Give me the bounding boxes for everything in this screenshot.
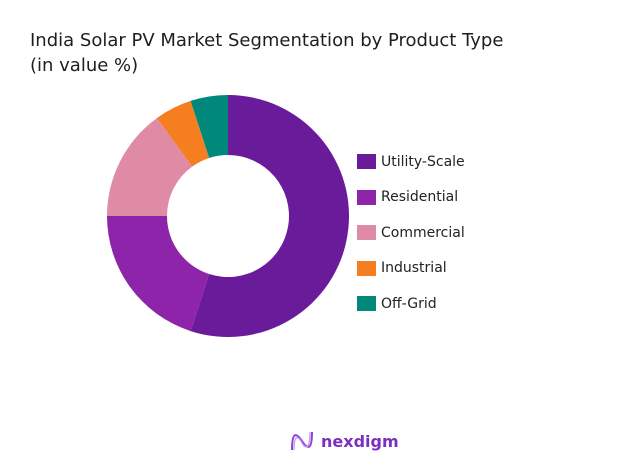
slice-commercial: [107, 118, 193, 216]
chart-title: India Solar PV Market Segmentation by Pr…: [30, 28, 503, 78]
slice-utility-scale: [190, 95, 349, 337]
legend-swatch: [357, 225, 376, 241]
legend-label: Industrial: [381, 260, 447, 277]
legend-item: Utility-Scale: [357, 144, 465, 180]
slice-residential: [107, 216, 210, 332]
legend-label: Residential: [381, 189, 459, 206]
legend-label: Off-Grid: [381, 295, 437, 312]
legend-item: Industrial: [357, 251, 465, 287]
chart-subtitle: (in value %): [30, 55, 139, 76]
legend-item: Commercial: [357, 215, 465, 251]
legend-swatch: [357, 296, 376, 312]
slice-industrial: [156, 100, 210, 167]
legend: Utility-Scale Residential Commercial Indust…: [357, 144, 465, 322]
nexdigm-logo-icon: [291, 431, 313, 451]
legend-swatch: [357, 189, 376, 205]
legend-item: Off-Grid: [357, 286, 465, 322]
chart-title-text: India Solar PV Market Segmentation by Pr…: [30, 30, 504, 51]
legend-label: Commercial: [381, 224, 465, 241]
legend-swatch: [357, 260, 376, 276]
legend-label: Utility-Scale: [381, 153, 465, 170]
nexdigm-logo: nexdigm: [289, 430, 399, 452]
logo-text: nexdigm: [321, 431, 399, 451]
legend-swatch: [357, 154, 376, 170]
legend-item: Residential: [357, 180, 465, 216]
slice-off-grid: [190, 95, 228, 158]
